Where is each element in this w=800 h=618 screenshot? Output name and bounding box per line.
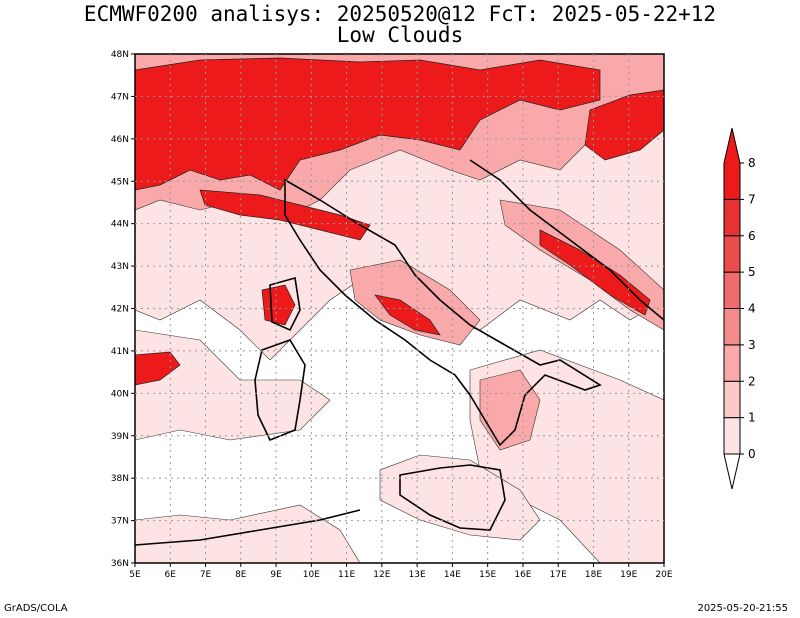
lat-tick-label: 48N bbox=[111, 50, 129, 60]
colorbar-label: 0 bbox=[748, 447, 756, 461]
lat-tick-label: 47N bbox=[111, 92, 129, 102]
lon-tick-label: 11E bbox=[338, 570, 355, 580]
lon-tick-label: 9E bbox=[270, 570, 282, 580]
sicily-coast bbox=[399, 464, 506, 531]
lat-tick-label: 39N bbox=[111, 432, 129, 442]
colorbar-label: 7 bbox=[748, 192, 756, 206]
lon-tick-label: 6E bbox=[165, 570, 177, 580]
footer-software-label: GrADS/COLA bbox=[4, 603, 68, 614]
gridlines bbox=[135, 54, 664, 563]
colorbar-segment bbox=[723, 453, 741, 490]
italy-mainland-coast bbox=[284, 178, 602, 447]
colorbar-label: 1 bbox=[748, 411, 756, 425]
lon-tick-label: 14E bbox=[444, 570, 461, 580]
lat-tick-label: 44N bbox=[111, 220, 129, 230]
lat-tick-label: 40N bbox=[111, 389, 129, 399]
lon-tick-label: 10E bbox=[303, 570, 320, 580]
lon-tick-label: 13E bbox=[409, 570, 426, 580]
lon-tick-label: 5E bbox=[129, 570, 141, 580]
cloud-area-strong bbox=[374, 294, 441, 336]
colorbar-label: 8 bbox=[748, 156, 756, 170]
cloud-area-light bbox=[135, 329, 331, 441]
lat-tick-label: 37N bbox=[111, 517, 129, 527]
lon-tick-label: 17E bbox=[550, 570, 567, 580]
corsica-coast bbox=[269, 276, 301, 332]
lat-tick-label: 41N bbox=[111, 347, 129, 357]
lon-tick-label: 7E bbox=[200, 570, 212, 580]
lon-tick-label: 19E bbox=[620, 570, 637, 580]
lon-tick-label: 20E bbox=[655, 570, 672, 580]
sardinia-coast bbox=[254, 339, 306, 442]
cloud-area-medium bbox=[479, 369, 541, 451]
lon-tick-label: 16E bbox=[514, 570, 531, 580]
lat-tick-label: 43N bbox=[111, 262, 129, 272]
map-title: ECMWF0200 analisys: 20250520@12 FcT: 202… bbox=[83, 2, 717, 26]
colorbar: 0 1 2 3 4 5 6 7 8 bbox=[723, 127, 756, 490]
lon-tick-label: 18E bbox=[585, 570, 602, 580]
colorbar-segment bbox=[723, 344, 741, 382]
colorbar-segment bbox=[723, 271, 741, 309]
map-subtitle: Low Clouds bbox=[336, 23, 464, 47]
lat-tick-label: 46N bbox=[111, 135, 129, 145]
colorbar-label: 6 bbox=[748, 229, 756, 243]
balkan-coast bbox=[469, 159, 664, 321]
colorbar-segment bbox=[723, 127, 741, 200]
colorbar-label: 2 bbox=[748, 374, 756, 388]
lat-tick-label: 36N bbox=[111, 559, 129, 569]
colorbar-segment bbox=[723, 198, 741, 237]
north-africa-coast bbox=[135, 509, 361, 546]
footer-timestamp: 2025-05-20-21:55 bbox=[697, 603, 788, 614]
colorbar-segment bbox=[723, 417, 741, 455]
colorbar-label: 5 bbox=[748, 265, 756, 279]
cloud-area-light bbox=[135, 504, 361, 563]
colorbar-segment bbox=[723, 380, 741, 419]
colorbar-label: 4 bbox=[748, 302, 756, 316]
colorbar-label: 3 bbox=[748, 338, 756, 352]
axis-ticks: 5E 6E 7E 8E 9E 10E 11E 12E 13E 14E 15E 16E 17E 18E 19E… bbox=[111, 50, 673, 580]
coastlines bbox=[135, 159, 664, 546]
lat-tick-label: 45N bbox=[111, 177, 129, 187]
lat-tick-label: 38N bbox=[111, 474, 129, 484]
lon-tick-label: 12E bbox=[373, 570, 390, 580]
colorbar-segment bbox=[723, 308, 741, 346]
cloud-area-strong bbox=[135, 57, 601, 191]
lon-tick-label: 8E bbox=[235, 570, 247, 580]
cloud-area-light bbox=[379, 454, 541, 541]
lon-tick-label: 15E bbox=[479, 570, 496, 580]
cloud-area-strong bbox=[584, 89, 664, 161]
lat-tick-label: 42N bbox=[111, 305, 129, 315]
colorbar-segment bbox=[723, 235, 741, 273]
